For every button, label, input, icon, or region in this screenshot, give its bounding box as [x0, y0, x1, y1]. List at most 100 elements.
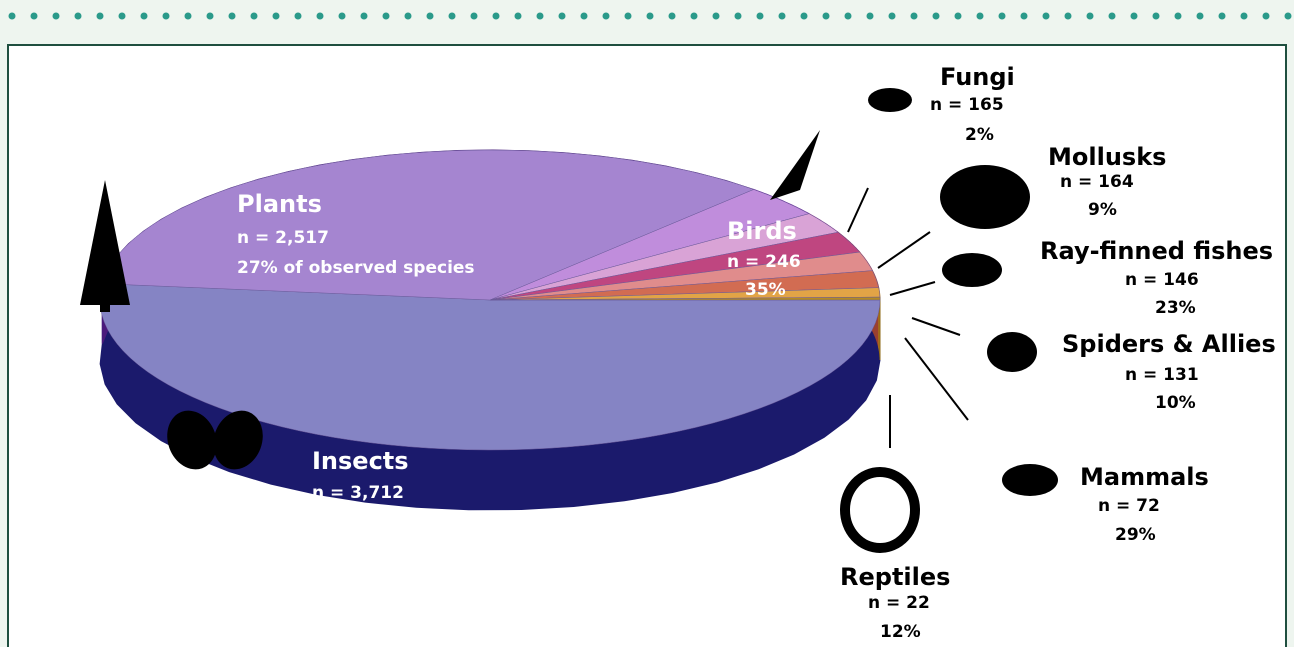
border-dot: [1020, 12, 1028, 20]
share-label: 2%: [965, 125, 994, 145]
border-dot: [316, 12, 324, 20]
pie-slice: [101, 149, 755, 301]
border-dot: [74, 12, 82, 20]
border-dot: [448, 12, 456, 20]
fish-icon: [942, 253, 1002, 287]
count-label: n = 164: [1060, 172, 1134, 192]
count-label: n = 22: [868, 593, 930, 613]
border-dot: [910, 12, 918, 20]
border-dot: [690, 12, 698, 20]
icons: [80, 88, 1058, 553]
share-label: 22% of observed species: [312, 512, 550, 532]
border-dot: [580, 12, 588, 20]
border-dot: [1284, 12, 1292, 20]
dotted-border: [8, 12, 1292, 20]
border-dot: [800, 12, 808, 20]
share-label: 10%: [1155, 393, 1196, 413]
border-dot: [998, 12, 1006, 20]
border-dot: [338, 12, 346, 20]
pie-slice: [99, 283, 881, 451]
category-label: Fungi: [940, 63, 1015, 91]
mushroom-icon: [868, 88, 912, 112]
pie: [99, 149, 881, 511]
leader-lines: [847, 187, 969, 448]
border-dot: [1174, 12, 1182, 20]
border-dot: [8, 12, 16, 20]
category-label: Spiders & Allies: [1062, 330, 1276, 358]
shell-icon: [940, 165, 1030, 229]
border-dot: [646, 12, 654, 20]
share-label: 23%: [1155, 298, 1196, 318]
border-dot: [382, 12, 390, 20]
category-label: Insects: [312, 447, 409, 475]
share-label: 12%: [880, 622, 921, 642]
bird-icon: [770, 130, 820, 200]
border-dot: [668, 12, 676, 20]
count-label: n = 131: [1125, 365, 1199, 385]
leader-line: [911, 317, 961, 336]
border-dot: [712, 12, 720, 20]
category-label: Reptiles: [840, 563, 950, 591]
category-label: Ray-finned fishes: [1040, 237, 1273, 265]
border-dot: [470, 12, 478, 20]
border-dot: [492, 12, 500, 20]
labels: Insects n = 3,712 22% of observed specie…: [237, 63, 1276, 642]
border-dot: [1240, 12, 1248, 20]
pie-tops: [99, 149, 881, 451]
border-dot: [294, 12, 302, 20]
border-dot: [1108, 12, 1116, 20]
butterfly-wing: [213, 410, 263, 470]
border-dot: [272, 12, 280, 20]
border-dot: [888, 12, 896, 20]
border-dot: [756, 12, 764, 20]
count-label: n = 146: [1125, 270, 1199, 290]
border-dot: [1042, 12, 1050, 20]
category-label: Mollusks: [1048, 143, 1166, 171]
tree-icon: [80, 180, 130, 305]
border-dot: [1130, 12, 1138, 20]
count-label: n = 72: [1098, 496, 1160, 516]
border-dot: [954, 12, 962, 20]
border-dot: [1064, 12, 1072, 20]
border-dot: [624, 12, 632, 20]
leader-line: [889, 281, 936, 296]
leader-line: [877, 231, 931, 269]
share-label: 29%: [1115, 525, 1156, 545]
count-label: n = 246: [727, 252, 801, 272]
border-dot: [822, 12, 830, 20]
snake-icon: [840, 467, 920, 553]
border-dot: [558, 12, 566, 20]
tree-trunk: [100, 300, 110, 312]
leader-line: [847, 187, 869, 233]
border-dot: [426, 12, 434, 20]
border-dot: [140, 12, 148, 20]
border-dot: [184, 12, 192, 20]
border-dot: [404, 12, 412, 20]
border-dot: [932, 12, 940, 20]
border-dot: [602, 12, 610, 20]
border-dot: [96, 12, 104, 20]
border-dot: [1152, 12, 1160, 20]
border-dot: [1196, 12, 1204, 20]
border-dot: [536, 12, 544, 20]
border-dot: [30, 12, 38, 20]
border-dot: [844, 12, 852, 20]
share-label: 27% of observed species: [237, 258, 475, 278]
share-label: 35%: [745, 280, 786, 300]
pie-slice: [489, 296, 881, 301]
leader-line: [904, 337, 969, 421]
count-label: n = 2,517: [237, 228, 329, 248]
deer-icon: [1002, 464, 1058, 496]
border-dot: [52, 12, 60, 20]
border-dot: [734, 12, 742, 20]
category-label: Mammals: [1080, 463, 1209, 491]
border-dot: [1218, 12, 1226, 20]
category-label: Plants: [237, 190, 322, 218]
border-dot: [1262, 12, 1270, 20]
border-dot: [162, 12, 170, 20]
border-dot: [514, 12, 522, 20]
category-label: Birds: [727, 217, 797, 245]
border-dot: [360, 12, 368, 20]
border-dot: [976, 12, 984, 20]
